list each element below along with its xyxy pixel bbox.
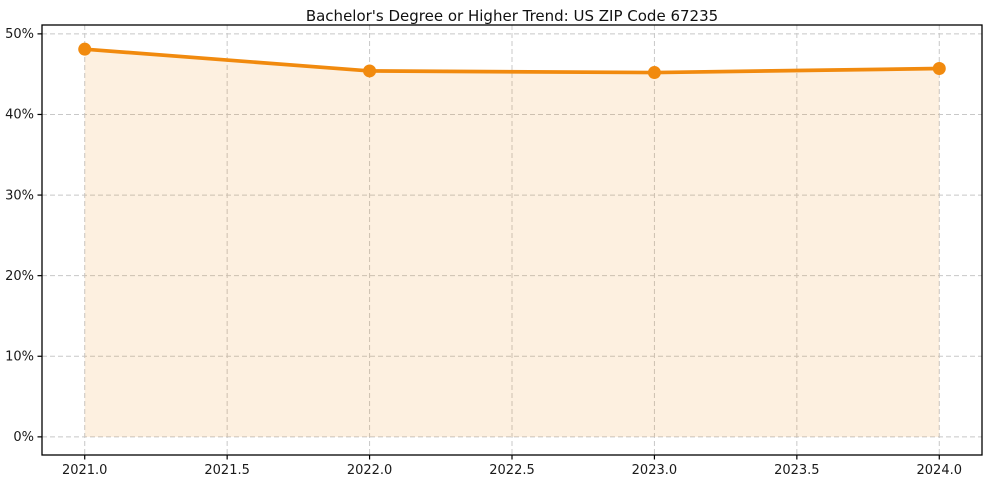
data-point-marker [78,42,92,56]
data-point-marker [363,64,377,78]
x-tick-label: 2022.5 [489,463,535,478]
x-tick-label: 2021.5 [204,463,250,478]
y-tick-label: 0% [13,430,34,445]
data-point-marker [647,66,661,80]
x-tick-label: 2021.0 [62,463,108,478]
x-tick-label: 2024.0 [917,463,963,478]
x-tick-label: 2023.5 [774,463,820,478]
x-tick-label: 2022.0 [347,463,393,478]
plot-background [42,25,982,455]
data-point-markers [78,42,946,80]
x-tick-label: 2023.0 [632,463,678,478]
y-tick-label: 30% [5,188,34,203]
y-tick-label: 20% [5,269,34,284]
gridlines [42,25,982,455]
y-tick-label: 50% [5,27,34,42]
area-fill [84,49,940,437]
x-axis-tick-labels: 2021.0 2021.5 2022.0 2022.5 2023.0 2023.5 2024… [62,463,962,478]
tick-marks [37,33,940,460]
y-tick-label: 10% [5,349,34,364]
data-point-marker [932,62,946,76]
trend-line [82,47,942,75]
y-axis-tick-labels: 0% 10% 20% 30% 40% 50% [5,27,34,445]
y-tick-label: 40% [5,108,34,123]
chart-title: Bachelor's Degree or Higher Trend: US ZI… [305,7,719,25]
